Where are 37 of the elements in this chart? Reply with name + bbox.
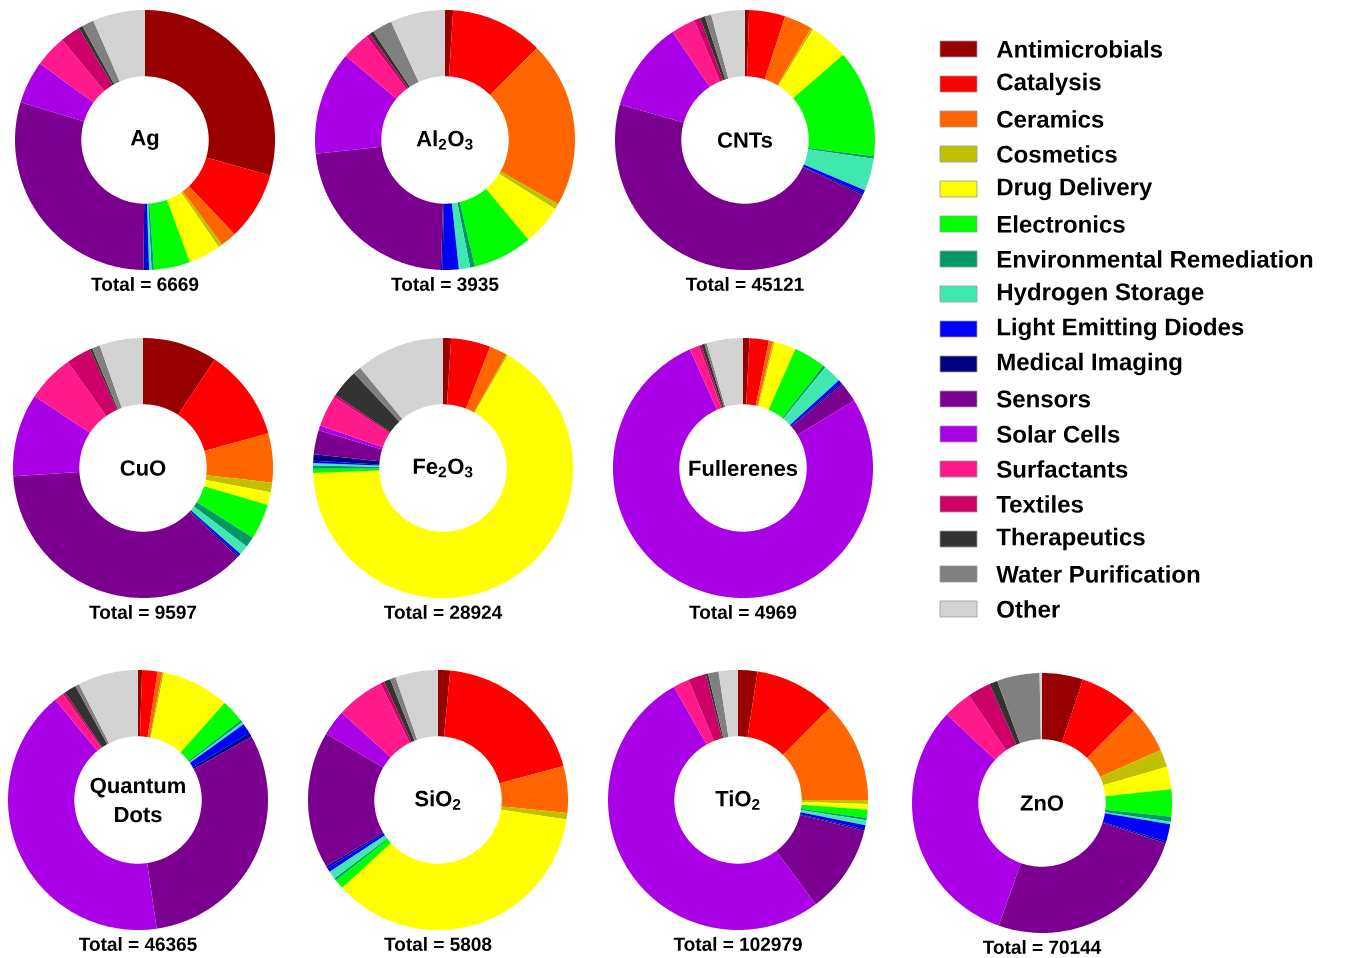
text: TiO$_{2}$ (715, 790, 760, 810)
legend-label: Catalysis (997, 72, 1101, 95)
legend-label: Medical Imaging (997, 352, 1182, 376)
legend-label: Water Purification (996, 564, 1200, 583)
text: Fullerenes (689, 459, 798, 476)
text: Ag (130, 129, 159, 150)
text: Total = 3935 (391, 276, 499, 291)
legend-label: Light Emitting Diodes (997, 317, 1244, 341)
legend-label: Hydrogen Storage (997, 282, 1204, 306)
text: Total = 28924 (383, 604, 503, 619)
text: Total = 46365 (78, 936, 197, 951)
text: Total = 9597 (89, 604, 197, 619)
legend-label: Cosmetics (997, 144, 1117, 163)
legend-label: Sensors (996, 390, 1090, 408)
text: Total = 70144 (982, 939, 1102, 954)
text: CuO (120, 460, 166, 476)
text: Total = 102979 (673, 936, 802, 951)
text: SiO$_{2}$ (415, 790, 461, 810)
legend-label: Electronics (997, 214, 1125, 233)
legend-label: Textiles (996, 494, 1083, 513)
text: Al$_{2}$O$_{3}$ (416, 130, 473, 150)
text: Total = 45121 (685, 276, 804, 291)
legend-label: Antimicrobials (996, 39, 1162, 58)
legend-label: Drug Delivery (997, 177, 1153, 201)
legend-label: Surfactants (996, 459, 1128, 478)
text: ZnO (1020, 795, 1064, 811)
legend-label: Other (997, 599, 1060, 618)
legend-label: Ceramics (997, 109, 1104, 128)
legend-label: Therapeutics (996, 527, 1145, 550)
text: Total = 6669 (91, 276, 199, 291)
text: Total = 5808 (384, 936, 492, 951)
legend-label: Environmental Remediation (997, 249, 1313, 268)
text: Fe$_{2}$O$_{3}$ (413, 458, 473, 478)
text: Quantum Dots (90, 777, 185, 823)
text: Total = 4969 (689, 604, 797, 619)
legend-label: Solar Cells (996, 424, 1120, 443)
text: CNTs (718, 132, 773, 148)
